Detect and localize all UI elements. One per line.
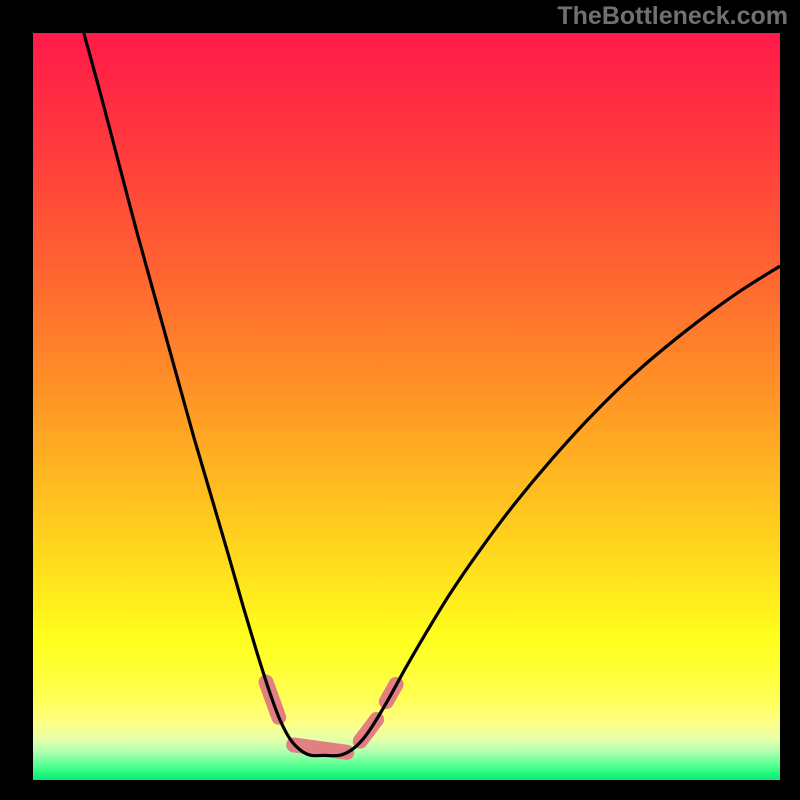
chart-svg: [33, 33, 780, 780]
plot-area: [33, 33, 780, 780]
watermark-text: TheBottleneck.com: [557, 2, 788, 31]
